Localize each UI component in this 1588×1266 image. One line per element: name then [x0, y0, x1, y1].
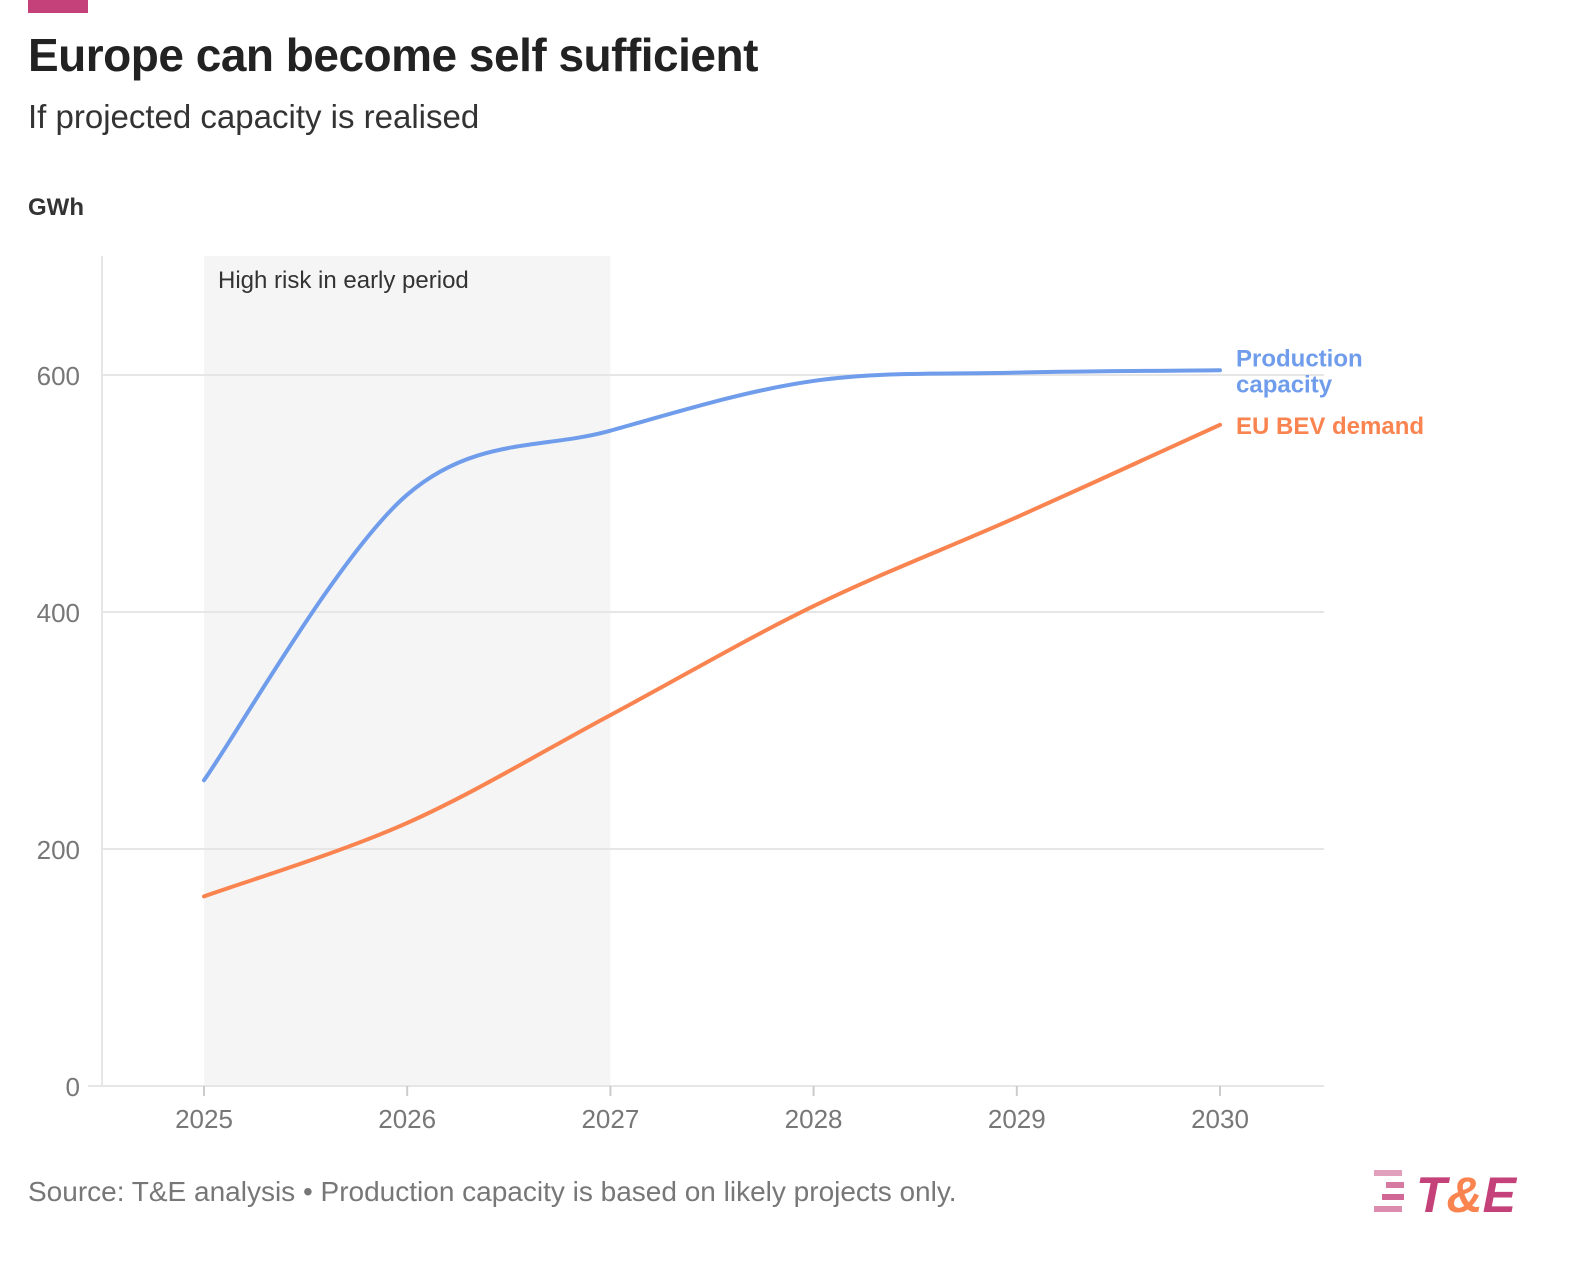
series-label: capacity [1236, 371, 1333, 398]
y-tick-label: 200 [37, 835, 80, 865]
y-tick-label: 0 [66, 1072, 80, 1102]
te-logo: T&E [1372, 1160, 1547, 1225]
series-label: EU BEV demand [1236, 413, 1424, 440]
x-tick-label: 2027 [581, 1104, 639, 1134]
x-tick-label: 2029 [988, 1104, 1046, 1134]
x-tick-label: 2025 [175, 1104, 233, 1134]
x-tick-label: 2026 [378, 1104, 436, 1134]
series-label: Production [1236, 345, 1363, 372]
accent-bar [28, 0, 88, 13]
chart-title: Europe can become self sufficient [28, 29, 758, 81]
source-note: Source: T&E analysis • Production capaci… [28, 1176, 957, 1207]
annotation-label: High risk in early period [218, 267, 469, 294]
annotation-band [204, 256, 611, 1086]
y-tick-label: 600 [37, 361, 80, 391]
chart-subtitle: If projected capacity is realised [28, 98, 480, 135]
series-line-production [202, 368, 1222, 783]
series-line-demand [202, 422, 1222, 899]
y-tick-label: 400 [37, 598, 80, 628]
y-axis-label: GWh [28, 194, 84, 221]
speed-lines-icon [1374, 1170, 1404, 1212]
svg-text:T&E: T&E [1416, 1167, 1518, 1220]
x-tick-label: 2030 [1191, 1104, 1249, 1134]
x-tick-label: 2028 [785, 1104, 843, 1134]
